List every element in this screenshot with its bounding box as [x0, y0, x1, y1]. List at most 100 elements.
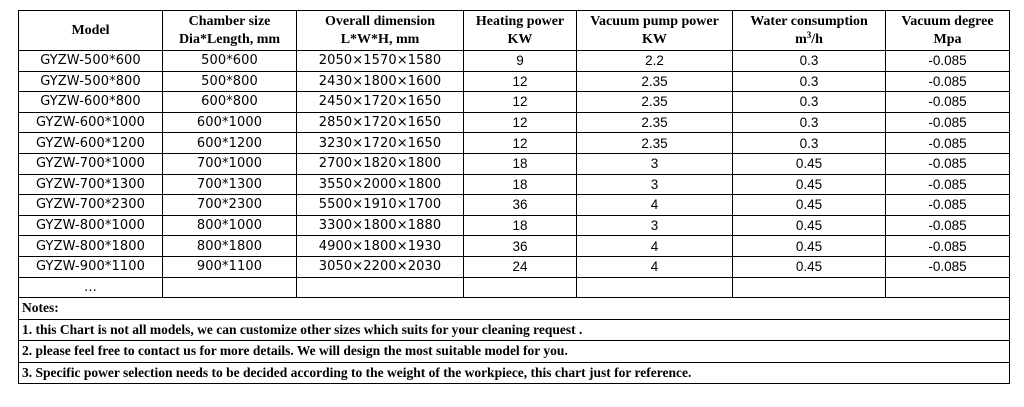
header-model: Model: [18, 10, 163, 51]
empty-cell: [463, 276, 577, 299]
cell-vacuum-pump-power: 3: [576, 214, 733, 237]
cell-heating-power: 36: [463, 235, 577, 257]
empty-cell: [732, 276, 886, 299]
cell-overall-dimension: 4900×1800×1930: [296, 235, 464, 257]
table-row: GYZW-500*600 500*600 2050×1570×1580 9 2.2 0.3…: [18, 50, 1010, 72]
cell-chamber-size: 800*1000: [162, 214, 297, 237]
cell-water-consumption: 0.3: [732, 132, 886, 154]
cell-heating-power: 12: [463, 111, 577, 134]
cell-vacuum-pump-power: 4: [576, 255, 733, 278]
header-overall-dimension: Overall dimension L*W*H, mm: [296, 10, 464, 51]
cell-chamber-size: 700*2300: [162, 194, 297, 216]
empty-cell: [885, 276, 1010, 299]
cell-water-consumption: 0.45: [732, 173, 886, 196]
cell-chamber-size: 700*1300: [162, 173, 297, 196]
cell-water-consumption: 0.45: [732, 214, 886, 237]
cell-heating-power: 18: [463, 214, 577, 237]
table-row: GYZW-800*1000 800*1000 3300×1800×1880 18 3 0.…: [18, 214, 1010, 237]
cell-model: GYZW-500*800: [18, 70, 163, 93]
cell-heating-power: 12: [463, 91, 577, 113]
spec-sheet: Model Chamber size Dia*Length, mm Overall…: [18, 10, 1010, 385]
cell-overall-dimension: 2850×1720×1650: [296, 111, 464, 134]
cell-water-consumption: 0.45: [732, 194, 886, 216]
cell-model: GYZW-500*600: [18, 50, 163, 72]
cell-vacuum-degree: -0.085: [885, 194, 1010, 216]
cell-vacuum-degree: -0.085: [885, 132, 1010, 154]
cell-vacuum-pump-power: 2.2: [576, 50, 733, 72]
cell-vacuum-degree: -0.085: [885, 91, 1010, 113]
cell-heating-power: 9: [463, 50, 577, 72]
header-water-consumption: Water consumption m3/h: [732, 10, 886, 51]
cell-overall-dimension: 3050×2200×2030: [296, 255, 464, 278]
header-chamber-size: Chamber size Dia*Length, mm: [162, 10, 297, 51]
empty-cell: [296, 276, 464, 299]
cell-heating-power: 12: [463, 70, 577, 93]
cell-vacuum-degree: -0.085: [885, 235, 1010, 257]
cell-chamber-size: 500*800: [162, 70, 297, 93]
cell-water-consumption: 0.3: [732, 91, 886, 113]
table-row: GYZW-800*1800 800*1800 4900×1800×1930 36 4 0.…: [18, 235, 1010, 257]
cell-vacuum-degree: -0.085: [885, 214, 1010, 237]
cell-model: GYZW-700*1000: [18, 152, 163, 175]
cell-chamber-size: 800*1800: [162, 235, 297, 257]
note-1: 1. this Chart is not all models, we can …: [18, 318, 1010, 342]
cell-chamber-size: 900*1100: [162, 255, 297, 278]
table-row: GYZW-700*1000 700*1000 2700×1820×1800 18 3 0.…: [18, 152, 1010, 175]
cell-heating-power: 12: [463, 132, 577, 154]
cell-vacuum-pump-power: 2.35: [576, 70, 733, 93]
cell-water-consumption: 0.3: [732, 111, 886, 134]
cell-vacuum-degree: -0.085: [885, 70, 1010, 93]
table-row: GYZW-900*1100 900*1100 3050×2200×2030 24 4 0.…: [18, 255, 1010, 278]
cell-vacuum-degree: -0.085: [885, 173, 1010, 196]
cell-model: GYZW-600*800: [18, 91, 163, 113]
note-row: 2. please feel free to contact us for mo…: [18, 340, 1010, 363]
cell-vacuum-pump-power: 2.35: [576, 111, 733, 134]
cell-chamber-size: 500*600: [162, 50, 297, 72]
cell-water-consumption: 0.3: [732, 70, 886, 93]
cell-vacuum-pump-power: 4: [576, 194, 733, 216]
cell-overall-dimension: 3300×1800×1880: [296, 214, 464, 237]
table-row: GYZW-700*1300 700*1300 3550×2000×1800 18 3 0.…: [18, 173, 1010, 196]
cell-overall-dimension: 2450×1720×1650: [296, 91, 464, 113]
ellipsis-row: ...: [18, 276, 1010, 299]
notes-title-row: Notes:: [18, 297, 1010, 320]
cell-vacuum-degree: -0.085: [885, 255, 1010, 278]
cell-vacuum-pump-power: 3: [576, 173, 733, 196]
cell-overall-dimension: 2050×1570×1580: [296, 50, 464, 72]
cell-overall-dimension: 5500×1910×1700: [296, 194, 464, 216]
cell-vacuum-pump-power: 3: [576, 152, 733, 175]
header-vacuum-degree: Vacuum degree Mpa: [885, 10, 1010, 51]
cell-water-consumption: 0.45: [732, 255, 886, 278]
model-spec-table: Model Chamber size Dia*Length, mm Overall…: [18, 10, 1010, 385]
note-2: 2. please feel free to contact us for mo…: [18, 340, 1010, 363]
cell-model: GYZW-800*1800: [18, 235, 163, 257]
cell-water-consumption: 0.45: [732, 235, 886, 257]
table-row: GYZW-700*2300 700*2300 5500×1910×1700 36 4 0.…: [18, 194, 1010, 216]
notes-title: Notes:: [18, 297, 1010, 320]
empty-cell: [576, 276, 733, 299]
cell-chamber-size: 600*1000: [162, 111, 297, 134]
cell-vacuum-pump-power: 4: [576, 235, 733, 257]
table-row: GYZW-600*1200 600*1200 3230×1720×1650 12 2.3…: [18, 132, 1010, 154]
cell-model: GYZW-600*1000: [18, 111, 163, 134]
cell-heating-power: 18: [463, 152, 577, 175]
header-heating-power: Heating power KW: [463, 10, 577, 51]
cell-chamber-size: 600*800: [162, 91, 297, 113]
cell-overall-dimension: 3230×1720×1650: [296, 132, 464, 154]
cell-model: GYZW-900*1100: [18, 255, 163, 278]
cell-model: GYZW-700*2300: [18, 194, 163, 216]
cell-vacuum-pump-power: 2.35: [576, 132, 733, 154]
cell-overall-dimension: 2430×1800×1600: [296, 70, 464, 93]
cell-chamber-size: 700*1000: [162, 152, 297, 175]
cell-heating-power: 36: [463, 194, 577, 216]
cell-overall-dimension: 2700×1820×1800: [296, 152, 464, 175]
table-row: GYZW-600*1000 600*1000 2850×1720×1650 12 2.3…: [18, 111, 1010, 134]
empty-cell: [162, 276, 297, 299]
note-row: 1. this Chart is not all models, we can …: [18, 318, 1010, 342]
cell-model: GYZW-700*1300: [18, 173, 163, 196]
cell-vacuum-degree: -0.085: [885, 111, 1010, 134]
ellipsis-cell: ...: [18, 276, 163, 299]
cell-vacuum-degree: -0.085: [885, 50, 1010, 72]
cell-vacuum-degree: -0.085: [885, 152, 1010, 175]
header-vacuum-pump-power: Vacuum pump power KW: [576, 10, 733, 51]
